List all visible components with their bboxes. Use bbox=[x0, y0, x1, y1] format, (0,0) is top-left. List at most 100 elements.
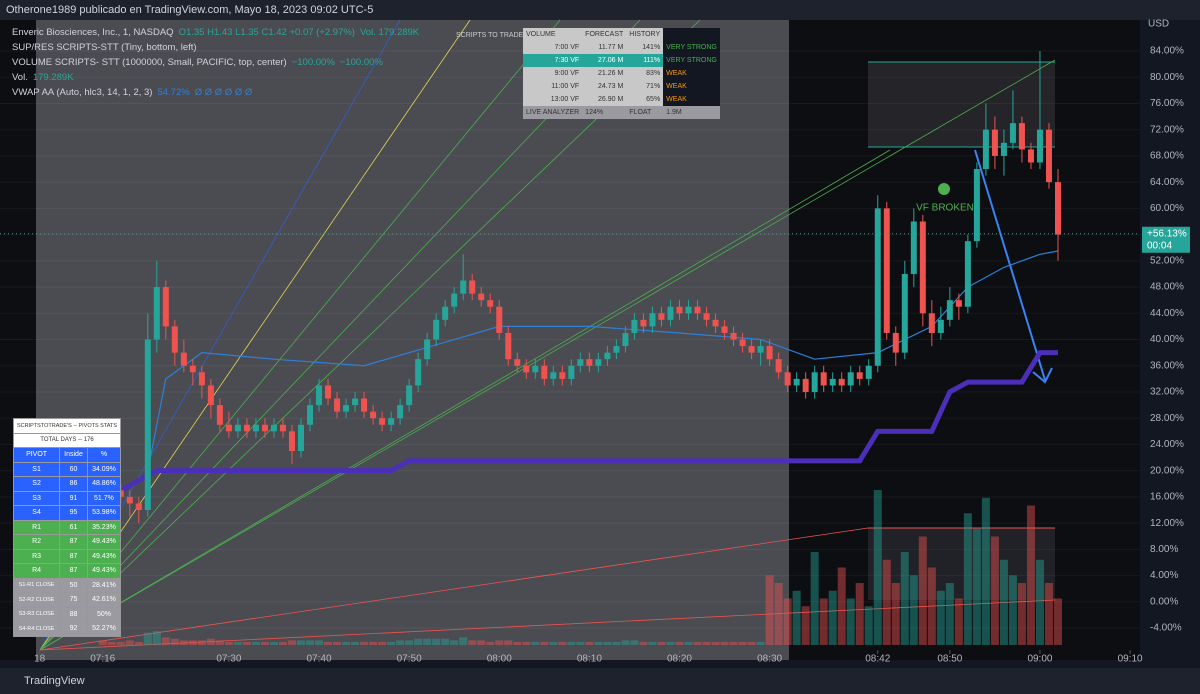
cell: 27.06 M bbox=[598, 57, 624, 64]
candle-body bbox=[234, 424, 241, 432]
table-footer: LIVE ANALYZER 124% FLOAT 1.9M bbox=[523, 106, 720, 119]
legend-text: 179.289K bbox=[32, 72, 74, 83]
candle-body bbox=[838, 378, 845, 386]
candle-body bbox=[1045, 129, 1052, 183]
cell: 92 bbox=[59, 621, 88, 637]
volume-bar bbox=[873, 490, 882, 645]
publish-header: Otherone1989 publicado en TradingView.co… bbox=[0, 0, 1200, 20]
candle-body bbox=[559, 372, 566, 379]
volume-bar bbox=[567, 641, 576, 645]
legend: Enveric Biosciences, Inc., 1, NASDAQ O1.3… bbox=[12, 25, 419, 100]
volume-bar bbox=[233, 641, 242, 645]
x-tick-label: 08:10 bbox=[577, 654, 602, 665]
candle-body bbox=[1027, 149, 1034, 163]
y-tick-label: 32.00% bbox=[1150, 387, 1184, 398]
legend-text: −100.00% bbox=[339, 57, 383, 68]
candle-body bbox=[460, 280, 467, 294]
last-price-tag bbox=[1142, 226, 1190, 253]
table-title: SCRIPTSTOTRADE'S -- PIVOTS STATS bbox=[12, 418, 122, 434]
y-tick-label: 24.00% bbox=[1150, 439, 1184, 450]
candle-body bbox=[748, 346, 755, 353]
legend-text: SUP/RES SCRIPTS-STT (Tiny, bottom, left) bbox=[12, 42, 197, 53]
candle-body bbox=[568, 365, 575, 379]
volume-bar bbox=[684, 641, 693, 645]
volume-bar bbox=[630, 640, 639, 645]
candle-body bbox=[595, 359, 602, 366]
candle-body bbox=[991, 129, 998, 156]
volume-bar bbox=[540, 641, 549, 645]
candle-body bbox=[469, 280, 476, 294]
chart: VF BROKEN USD SCRIPTS TO TRADE'S 84.00% 8… bbox=[0, 18, 1190, 665]
candle-body bbox=[775, 359, 782, 373]
y-tick-label: 84.00% bbox=[1150, 46, 1184, 57]
x-tick-label: 07:30 bbox=[216, 654, 241, 665]
cell: 111% bbox=[643, 57, 661, 64]
candle-body bbox=[180, 352, 187, 366]
candle-body bbox=[586, 359, 593, 366]
candle-body bbox=[388, 418, 395, 425]
candle-body bbox=[198, 372, 205, 386]
vwap-line bbox=[147, 250, 1059, 471]
candle-body bbox=[370, 411, 377, 419]
cell: 87 bbox=[59, 563, 88, 579]
cell: R3 bbox=[12, 548, 61, 564]
cell: 13:00 VF bbox=[550, 96, 580, 103]
volume-bar bbox=[594, 641, 603, 645]
table-row: R4 87 49.43% bbox=[12, 563, 122, 579]
candle-body bbox=[397, 405, 404, 419]
cell: 50 bbox=[59, 577, 88, 593]
forecast-table: VOLUME FORECAST HISTORY 7:00 VF 11.77 M 141% V… bbox=[523, 28, 720, 119]
candle-body bbox=[307, 405, 314, 425]
cell: SCRIPTSTOTRADE'S -- PIVOTS STATS bbox=[12, 418, 122, 434]
volume-bar bbox=[306, 640, 315, 645]
volume-bar bbox=[260, 641, 269, 645]
candle-body bbox=[631, 319, 638, 333]
candle-body bbox=[856, 372, 863, 379]
cell: S4-R4 CLOSE bbox=[12, 621, 61, 637]
y-tick-label: 28.00% bbox=[1150, 413, 1184, 424]
cell: S2-R2 CLOSE bbox=[12, 592, 61, 608]
volume-bar bbox=[405, 640, 414, 645]
candle-body bbox=[478, 293, 485, 301]
y-tick-label: 76.00% bbox=[1150, 98, 1184, 109]
candle-body bbox=[676, 306, 683, 314]
legend-text: Vol. 179.289K bbox=[359, 27, 420, 38]
table-header: VOLUME FORECAST HISTORY bbox=[523, 28, 720, 41]
candle-body bbox=[802, 378, 809, 392]
candle-body bbox=[379, 418, 386, 425]
cell: 75 bbox=[59, 592, 88, 608]
volume-bar bbox=[963, 513, 972, 645]
volume-bar bbox=[774, 583, 783, 645]
volume-bar bbox=[468, 640, 477, 645]
candle-body bbox=[649, 313, 656, 327]
volume-bar bbox=[738, 641, 747, 645]
cell: 71% bbox=[646, 83, 661, 90]
volume-bar bbox=[296, 640, 305, 645]
volume-bar bbox=[891, 583, 900, 645]
candle-body bbox=[694, 306, 701, 314]
y-tick-label: 64.00% bbox=[1150, 177, 1184, 188]
candle-body bbox=[343, 405, 350, 412]
candle-body bbox=[153, 287, 160, 340]
candle-body bbox=[252, 424, 259, 432]
volume-bar bbox=[152, 631, 161, 645]
cell: S1-R1 CLOSE bbox=[12, 577, 61, 593]
candle-body bbox=[261, 424, 268, 432]
volume-bar bbox=[414, 638, 423, 645]
volume-bar bbox=[792, 590, 801, 645]
volume-bar bbox=[369, 641, 378, 645]
volume-bar bbox=[269, 641, 278, 645]
volume-bar bbox=[351, 641, 360, 645]
y-tick-label: 0.00% bbox=[1150, 596, 1178, 607]
candle-body bbox=[883, 208, 890, 333]
x-tick-label: 08:30 bbox=[757, 654, 782, 665]
candle-body bbox=[667, 306, 674, 320]
cell: 26.90 M bbox=[598, 96, 624, 103]
candle-body bbox=[937, 319, 944, 333]
candle-body bbox=[739, 339, 746, 347]
table-row: S1 60 34.09% bbox=[12, 461, 122, 477]
volume-bar bbox=[603, 641, 612, 645]
cell: 124% bbox=[585, 109, 604, 116]
candle-body bbox=[829, 378, 836, 386]
